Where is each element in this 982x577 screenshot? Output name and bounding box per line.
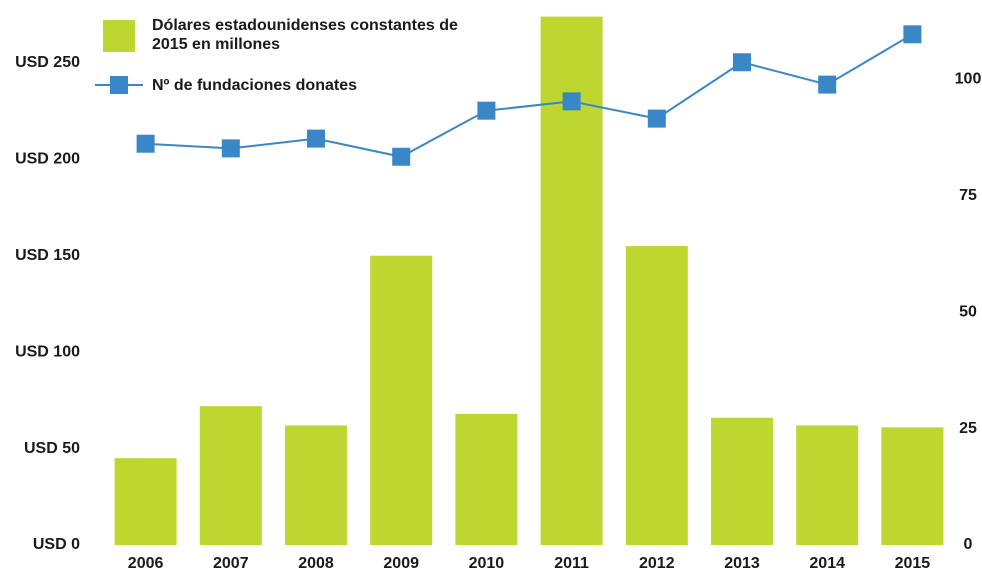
x-tick-label: 2011	[554, 555, 589, 572]
marker	[477, 101, 496, 120]
bar	[370, 255, 433, 545]
y2-tick-label: 100	[955, 71, 982, 88]
marker	[392, 147, 411, 166]
legend-label: Nº de fundaciones donates	[152, 77, 357, 94]
x-tick-label: 2014	[809, 555, 845, 572]
marker	[733, 53, 751, 72]
marker	[818, 75, 837, 94]
y-tick-label: USD 200	[15, 151, 80, 168]
bar	[796, 425, 859, 545]
legend-swatch	[103, 20, 135, 52]
line	[145, 33, 913, 158]
marker	[647, 109, 666, 128]
marker	[903, 25, 922, 44]
bar	[199, 406, 262, 545]
bar	[625, 246, 688, 546]
x-tick-label: 2009	[383, 555, 419, 572]
x-tick-label: 2010	[469, 555, 505, 572]
y2-tick-label: 50	[959, 303, 977, 320]
bar	[114, 458, 177, 545]
x-tick-label: 2008	[298, 555, 334, 572]
x-tick-label: 2006	[128, 555, 164, 572]
x-tick-label: 2007	[213, 555, 249, 572]
y-tick-label: USD 150	[15, 247, 80, 264]
bar	[711, 417, 773, 545]
bar	[285, 425, 347, 545]
x-tick-label: 2012	[639, 555, 675, 572]
y-tick-label: USD 0	[33, 536, 80, 553]
x-tick-label: 2015	[895, 555, 931, 572]
legend-marker	[110, 76, 128, 94]
x-tick-label: 2013	[724, 555, 760, 572]
y2-tick-label: 0	[964, 536, 973, 553]
y-tick-label: USD 250	[15, 54, 80, 71]
marker	[562, 92, 581, 111]
marker	[136, 134, 155, 153]
marker	[221, 139, 240, 158]
y2-tick-label: 75	[959, 187, 977, 204]
y2-tick-label: 25	[959, 420, 977, 437]
bar	[455, 413, 518, 545]
y-tick-label: USD 50	[24, 440, 80, 457]
y-tick-label: USD 100	[15, 343, 80, 360]
bar	[881, 427, 944, 545]
marker	[307, 129, 325, 148]
legend-label: Dólares estadounidenses constantes de 20…	[152, 17, 458, 53]
